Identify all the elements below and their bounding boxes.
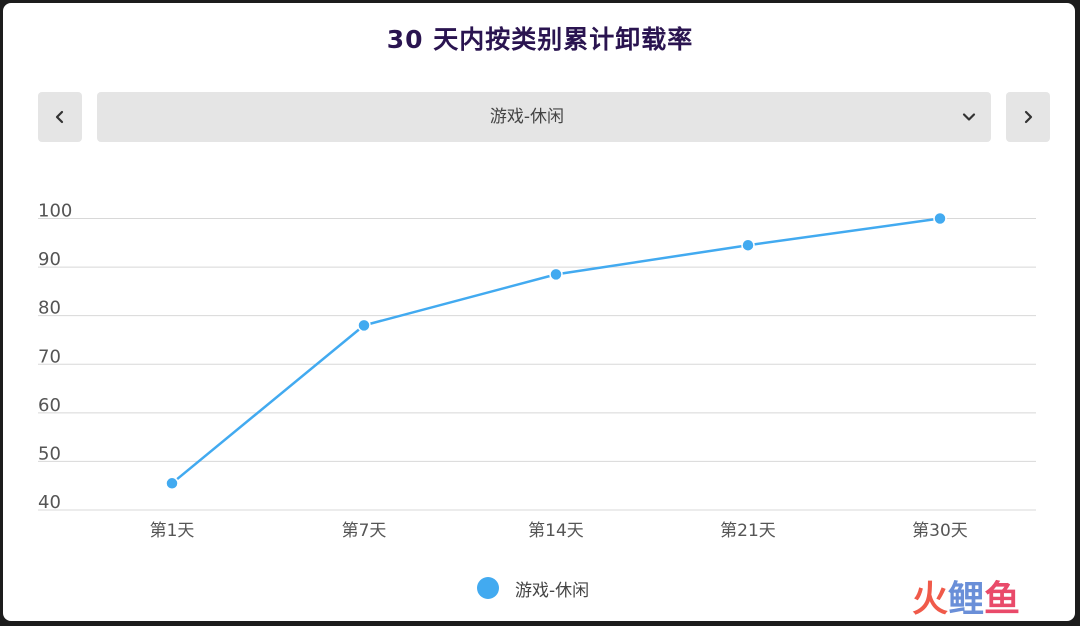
data-point xyxy=(933,211,947,226)
y-tick-label: 50 xyxy=(38,443,61,464)
watermark-logo: 火鲤鱼 xyxy=(912,580,1020,620)
x-tick-label: 第1天 xyxy=(150,521,195,541)
legend-label: 游戏-休闲 xyxy=(515,580,590,601)
watermark-char: 火 xyxy=(912,579,949,620)
category-select-value: 游戏-休闲 xyxy=(489,107,565,127)
category-select[interactable]: 游戏-休闲 xyxy=(97,92,991,142)
data-point xyxy=(549,267,563,282)
y-tick-label: 70 xyxy=(38,346,61,367)
watermark-char: 鱼 xyxy=(984,579,1021,620)
legend-item[interactable]: 游戏-休闲 xyxy=(477,575,589,601)
x-tick-label: 第21天 xyxy=(720,521,776,541)
next-category-button[interactable] xyxy=(1006,92,1050,142)
y-tick-label: 60 xyxy=(38,395,61,416)
prev-category-button[interactable] xyxy=(38,92,82,142)
y-tick-label: 80 xyxy=(38,298,61,319)
chevron-right-icon xyxy=(1024,110,1033,124)
watermark-char: 鲤 xyxy=(948,579,985,620)
data-point xyxy=(357,318,371,333)
series-line xyxy=(171,217,941,485)
chart-title: 30 天内按类别累计卸载率 xyxy=(386,25,694,54)
x-tick-label: 第14天 xyxy=(528,521,584,541)
chevron-down-icon xyxy=(962,113,976,121)
x-tick-label: 第7天 xyxy=(342,521,387,541)
legend-marker xyxy=(477,577,499,599)
data-point xyxy=(741,238,755,252)
y-tick-label: 90 xyxy=(38,249,61,270)
chevron-left-icon xyxy=(55,110,64,124)
data-point xyxy=(165,476,179,491)
y-tick-label: 40 xyxy=(38,492,61,513)
x-tick-label: 第30天 xyxy=(912,521,968,541)
y-tick-label: 100 xyxy=(38,201,72,222)
